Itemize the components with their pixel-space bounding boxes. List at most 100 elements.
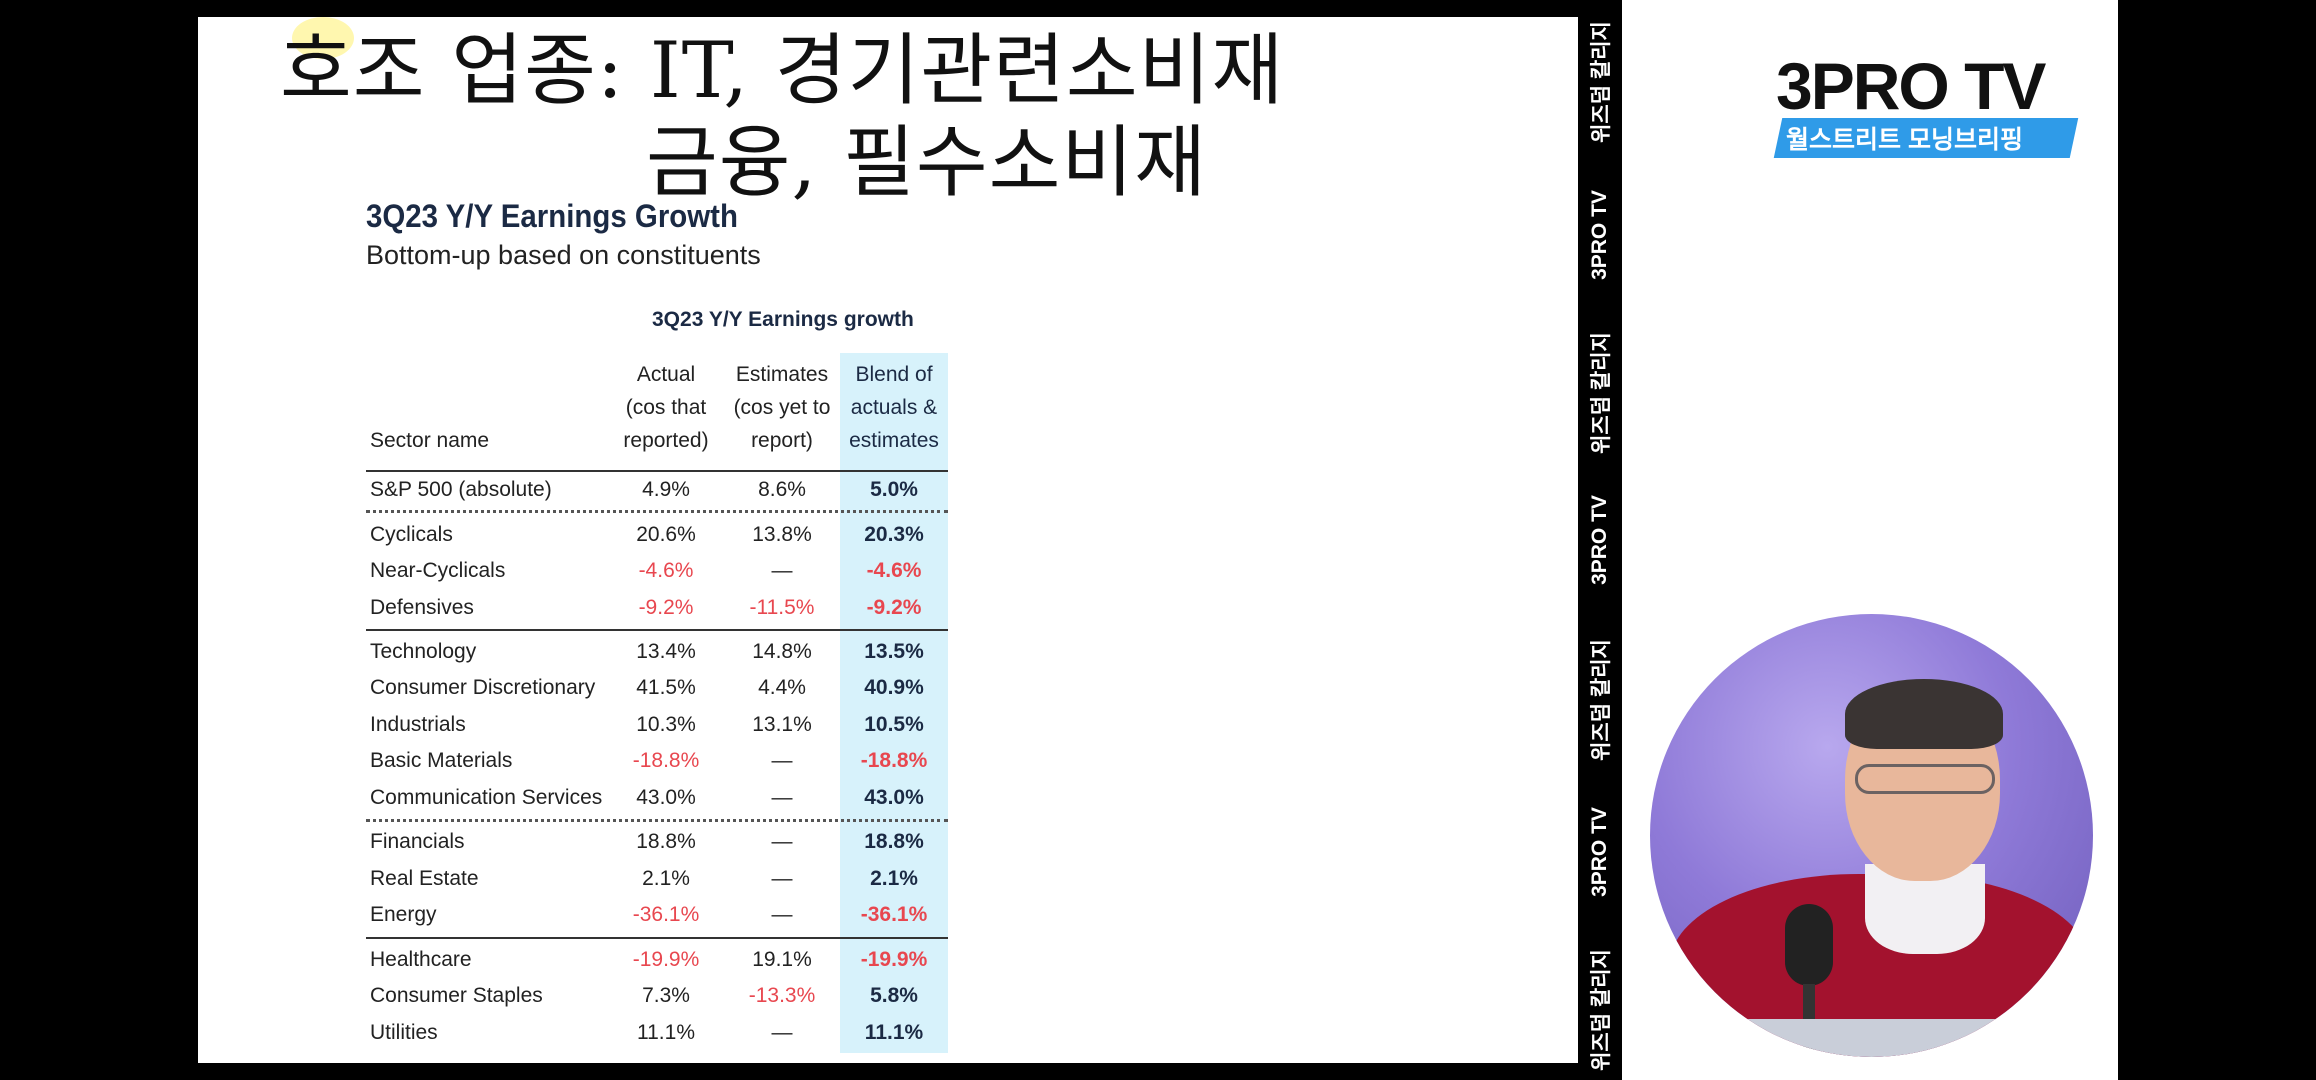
strip-label: 3PRO TV: [1588, 807, 1611, 897]
table-row: Near-Cyclicals -4.6% — -4.6%: [0, 553, 1380, 589]
estimates-value: —: [771, 559, 793, 582]
blend-value: 43.0%: [864, 786, 924, 809]
blend-value: 10.5%: [864, 713, 924, 736]
microphone-icon: [1785, 904, 1833, 986]
actual-value: -36.1%: [632, 903, 700, 926]
actual-value: -19.9%: [632, 948, 700, 971]
estimates-value: —: [771, 1021, 793, 1044]
group-divider: [366, 629, 948, 631]
chart-subtitle: Bottom-up based on constituents: [366, 240, 761, 270]
actual-value: -4.6%: [638, 559, 694, 582]
strip-label: 위즈덤 칼리지: [1590, 949, 1613, 1071]
pointer-highlight: [292, 17, 354, 59]
actual-value: -18.8%: [632, 749, 700, 772]
sector-name: Consumer Discretionary: [370, 676, 596, 699]
strip-label: 3PRO TV: [1588, 190, 1611, 280]
table-row: Cyclicals 20.6% 13.8% 20.3%: [0, 517, 1380, 553]
presenter-hair: [1845, 679, 2003, 749]
group-divider: [366, 937, 948, 939]
table-row: Communication Services 43.0% — 43.0%: [0, 780, 1380, 816]
table-row: Consumer Discretionary 41.5% 4.4% 40.9%: [0, 670, 1380, 706]
actual-value: 20.6%: [636, 523, 696, 546]
actual-value: -9.2%: [638, 596, 694, 619]
actual-value: 41.5%: [636, 676, 696, 699]
header-line: Estimates: [735, 363, 829, 386]
desk: [1650, 1019, 2093, 1057]
header-line: (cos yet to: [733, 396, 831, 419]
blend-value: 11.1%: [864, 1021, 924, 1044]
slide-title-line-1: 호조 업종: IT, 경기관련소비재: [280, 26, 1285, 116]
column-header-actual: Actual (cos that reported): [612, 358, 720, 457]
blend-value: 13.5%: [864, 640, 924, 663]
table-row: Consumer Staples 7.3% -13.3% 5.8%: [0, 978, 1380, 1014]
program-title: 월스트리트 모닝브리핑: [1786, 126, 2023, 154]
estimates-value: 14.8%: [752, 640, 812, 663]
estimates-value: —: [771, 867, 793, 890]
estimates-value: 13.8%: [752, 523, 812, 546]
strip-label: 위즈덤 칼리지: [1590, 639, 1613, 761]
header-line: reported): [623, 429, 709, 452]
header-line: actuals &: [850, 396, 938, 419]
estimates-value: -13.3%: [748, 984, 816, 1007]
header-line: Blend of: [855, 363, 933, 386]
actual-value: 18.8%: [636, 830, 696, 853]
chart-title: 3Q23 Y/Y Earnings Growth: [366, 198, 738, 234]
sector-name: Defensives: [370, 596, 474, 619]
table-row: Utilities 11.1% — 11.1%: [0, 1015, 1380, 1051]
blend-value: -4.6%: [866, 559, 922, 582]
estimates-value: —: [771, 903, 793, 926]
blend-value: 2.1%: [870, 867, 918, 890]
column-header-blend: Blend of actuals & estimates: [840, 358, 948, 457]
table-row: Real Estate 2.1% — 2.1%: [0, 861, 1380, 897]
estimates-value: —: [771, 786, 793, 809]
slide-title-line-2: 금융, 필수소비재: [646, 118, 1207, 208]
group-divider: [366, 819, 948, 822]
blend-value: -9.2%: [866, 596, 922, 619]
logo-3protv: 3PRO TV: [1776, 49, 2046, 123]
sector-name: Industrials: [370, 713, 466, 736]
table-row: Technology 13.4% 14.8% 13.5%: [0, 634, 1380, 670]
table-caption: 3Q23 Y/Y Earnings growth: [652, 308, 914, 331]
vertical-brand-strip: [1578, 0, 1622, 1080]
sector-name: Utilities: [370, 1021, 438, 1044]
estimates-value: -11.5%: [749, 596, 815, 619]
blend-value: 20.3%: [864, 523, 924, 546]
estimates-value: 4.4%: [758, 676, 806, 699]
sector-name: Consumer Staples: [370, 984, 543, 1007]
sector-name: Financials: [370, 830, 465, 853]
table-row: Financials 18.8% — 18.8%: [0, 824, 1380, 860]
sector-name: Technology: [370, 640, 477, 663]
actual-value: 7.3%: [642, 984, 690, 1007]
blend-value: 40.9%: [864, 676, 924, 699]
blend-value: 5.8%: [870, 984, 918, 1007]
actual-value: 2.1%: [642, 867, 690, 890]
strip-label: 위즈덤 칼리지: [1590, 21, 1613, 143]
sector-name: Cyclicals: [370, 523, 453, 546]
actual-value: 11.1%: [637, 1021, 695, 1044]
column-header-sector: Sector name: [370, 429, 490, 452]
table-row: S&P 500 (absolute) 4.9% 8.6% 5.0%: [0, 472, 1380, 508]
actual-value: 10.3%: [636, 713, 696, 736]
blend-value: -19.9%: [860, 948, 928, 971]
actual-value: 4.9%: [642, 478, 690, 501]
sector-name: Real Estate: [370, 867, 479, 890]
sector-name: Communication Services: [370, 786, 603, 809]
actual-value: 13.4%: [636, 640, 696, 663]
sector-name: Energy: [370, 903, 437, 926]
estimates-value: —: [771, 749, 793, 772]
estimates-value: 8.6%: [758, 478, 806, 501]
estimates-value: 19.1%: [752, 948, 812, 971]
blend-value: 18.8%: [864, 830, 924, 853]
presenter-video-icon: [1650, 614, 2093, 1057]
blend-value: -36.1%: [860, 903, 928, 926]
header-line: report): [751, 429, 813, 452]
estimates-value: —: [771, 830, 793, 853]
strip-label: 3PRO TV: [1588, 495, 1611, 585]
strip-label: 위즈덤 칼리지: [1590, 332, 1613, 454]
sector-name: Near-Cyclicals: [370, 559, 506, 582]
presenter-glasses: [1855, 764, 1995, 794]
table-row: Energy -36.1% — -36.1%: [0, 897, 1380, 933]
actual-value: 43.0%: [636, 786, 696, 809]
table-row: Basic Materials -18.8% — -18.8%: [0, 743, 1380, 779]
